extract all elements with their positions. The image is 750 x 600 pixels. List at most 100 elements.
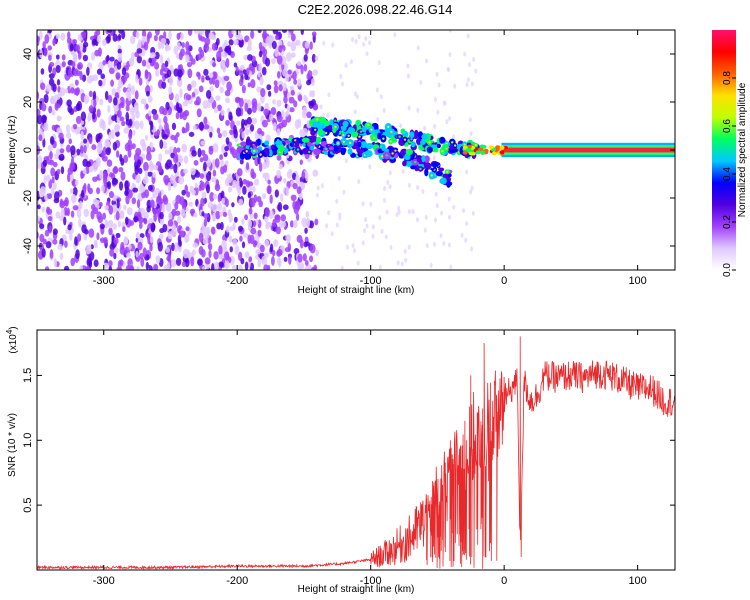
snr-y-tick-label: 0.5 (22, 497, 34, 512)
spectrogram-cell (262, 172, 269, 179)
spectrogram-cell (113, 246, 119, 254)
spectrogram-cell (241, 241, 246, 249)
spectrogram-cell (326, 112, 330, 118)
spectrogram-cell (112, 141, 118, 151)
spectrogram-cell (433, 123, 437, 129)
snr-plot-area (37, 336, 675, 570)
spectrogram-cell (116, 198, 120, 209)
spectrogram-cell (176, 147, 181, 153)
spectrogram-cell (139, 221, 143, 230)
spectrogram-cell (282, 204, 289, 211)
spectrogram-cell (127, 189, 133, 199)
spectrogram-cell (235, 30, 241, 40)
spectrogram-y-tick-label: 40 (22, 48, 34, 60)
spectrogram-cell (232, 179, 238, 187)
spectrogram-cell (462, 150, 468, 155)
spectrogram-cell (114, 92, 119, 98)
spectrogram-cell (85, 244, 92, 250)
spectrogram-cell (388, 184, 392, 190)
spectrogram-cell (257, 72, 261, 78)
spectrogram-cell (187, 83, 192, 92)
spectrogram-cell (246, 107, 252, 115)
spectrogram-cell (338, 215, 342, 221)
spectrogram-cell (72, 205, 79, 211)
spectrogram-cell (403, 249, 407, 255)
spectrogram-cell (141, 30, 147, 38)
spectrogram-cell (425, 58, 429, 64)
spectrogram-cell (439, 177, 447, 185)
spectrogram-cell (445, 170, 449, 174)
snr-x-tick-label: -200 (226, 575, 248, 587)
spectrogram-cell (320, 183, 324, 189)
spectrogram-cell (105, 147, 111, 156)
spectrogram-cell (166, 69, 172, 78)
spectrogram-cell (106, 140, 111, 149)
spectrogram-cell (115, 232, 121, 239)
spectrogram-cell (382, 107, 386, 113)
spectrogram-cell (81, 224, 87, 234)
spectrogram-cell (101, 185, 105, 193)
spectrogram-cell (305, 217, 311, 228)
spectrogram-cell (423, 227, 427, 233)
spectrogram-cell (146, 33, 150, 44)
spectrogram-cell (324, 120, 330, 127)
spectrogram-cell (225, 225, 230, 233)
spectrogram-cell (167, 219, 174, 227)
spectrogram-cell (50, 167, 56, 177)
spectrogram-cell (428, 141, 431, 144)
spectrogram-cell (466, 33, 470, 39)
spectrogram-cell (145, 262, 150, 270)
spectrogram-cell (351, 242, 355, 248)
spectrogram-cell (222, 64, 227, 73)
spectrogram-cell (228, 235, 233, 243)
spectrogram-cell (265, 57, 271, 67)
spectrogram-cell (313, 148, 321, 156)
spectrogram-cell (141, 59, 147, 67)
spectrogram-cell (312, 69, 318, 76)
spectrogram-cell (186, 61, 193, 68)
spectrogram-cell (299, 159, 303, 165)
spectrogram-cell (98, 79, 103, 87)
spectrogram-cell (44, 229, 50, 237)
spectrogram-cell (83, 208, 90, 218)
spectrogram-cell (311, 90, 315, 98)
spectrogram-cell (113, 252, 117, 260)
spectrogram-cell (92, 176, 98, 182)
spectrogram-cell (406, 63, 410, 69)
spectrogram-cell (102, 60, 107, 66)
spectrogram-cell (245, 162, 250, 171)
spectrogram-cell (48, 179, 53, 189)
spectrogram-cell (178, 51, 183, 61)
spectrogram-cell (65, 124, 71, 133)
spectrogram-cell (71, 61, 76, 68)
spectrogram-cell (368, 164, 372, 170)
spectrogram-cell (123, 154, 129, 164)
spectrogram-cell (283, 147, 289, 154)
spectrogram-cell (273, 239, 279, 247)
spectrogram-cell (199, 157, 204, 163)
spectrogram-cell (322, 150, 325, 153)
spectrogram-cell (205, 89, 212, 99)
spectrogram-cell (107, 59, 114, 69)
spectrogram-cell (48, 78, 55, 87)
snr-x-tick-label: 0 (501, 575, 507, 587)
spectrogram-cell (209, 96, 214, 104)
spectrogram-cell (199, 173, 205, 179)
spectrogram-cell (268, 210, 274, 219)
spectrogram-cell (213, 250, 219, 260)
spectrogram-cell (189, 185, 194, 193)
spectrogram-cell (37, 155, 43, 165)
spectrogram-cell (177, 106, 183, 114)
spectrogram-cell (177, 215, 182, 224)
spectrogram-cell (149, 244, 153, 252)
spectrogram-cell (410, 165, 416, 170)
spectrogram-cell (293, 100, 298, 108)
spectrogram-cell (262, 192, 267, 199)
spectrogram-cell (306, 79, 311, 86)
spectrogram-cell (163, 174, 170, 184)
spectrogram-y-tick-label: 20 (22, 96, 34, 108)
spectrogram-cell (39, 223, 45, 229)
spectrogram-cell (40, 186, 46, 196)
spectrogram-cell (81, 74, 87, 82)
spectrogram-cell (134, 105, 139, 115)
